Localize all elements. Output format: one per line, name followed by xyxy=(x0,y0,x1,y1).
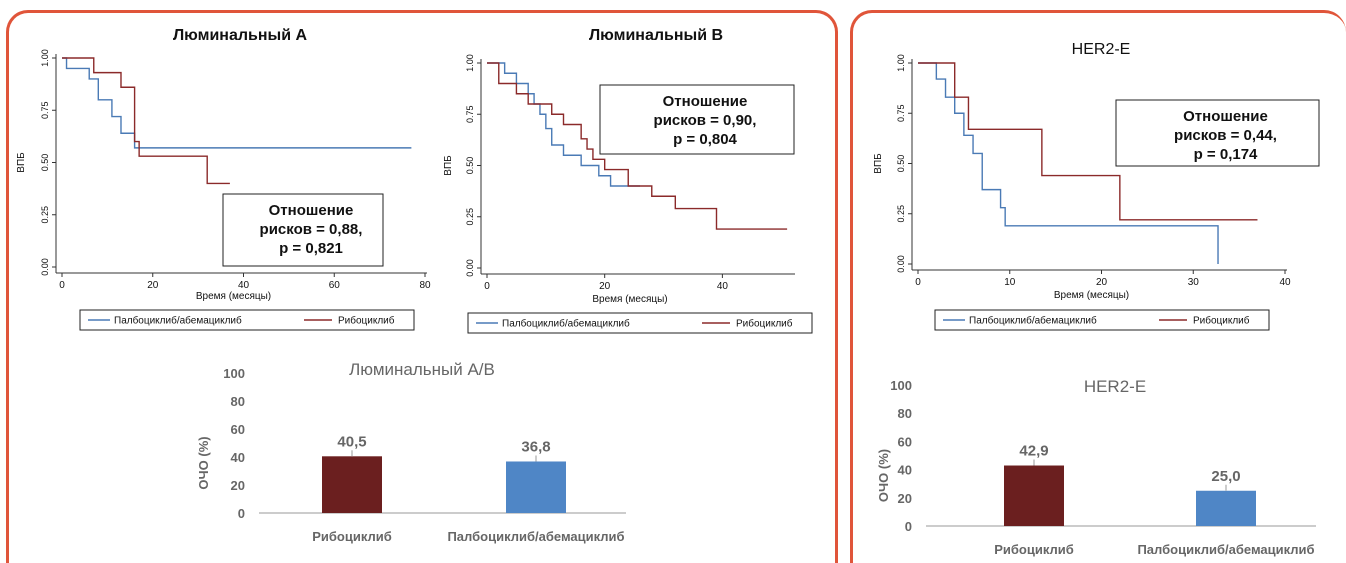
y-tick-label: 0.75 xyxy=(896,104,906,122)
category-label: Рибоциклиб xyxy=(312,529,392,544)
x-tick-label: 10 xyxy=(1004,277,1016,288)
hazard-ratio-box xyxy=(599,84,795,155)
x-tick-label: 40 xyxy=(238,280,250,291)
hazard-ratio-box xyxy=(1115,99,1320,167)
hazard-ratio-text: рисков = 0,90, xyxy=(654,112,757,129)
y-axis-label: ВПБ xyxy=(443,155,454,176)
y-tick-label: 40 xyxy=(898,463,912,478)
hazard-ratio-text: p = 0,821 xyxy=(279,240,343,257)
bar-value-label: 25,0 xyxy=(1211,468,1240,485)
y-tick-label: 80 xyxy=(231,394,245,409)
y-axis-label: ОЧО (%) xyxy=(876,449,891,502)
y-tick-label: 0 xyxy=(238,506,245,521)
legend-label-ribociclib: Рибоциклиб xyxy=(1193,315,1250,327)
y-tick-label: 1.00 xyxy=(465,54,475,72)
km-curve-palbociclib xyxy=(487,62,640,187)
category-label: Палбоциклиб/абемациклиб xyxy=(1137,542,1314,557)
bar-value-label: 40,5 xyxy=(337,433,366,450)
legend-box xyxy=(934,309,1270,331)
y-tick-label: 60 xyxy=(231,422,245,437)
km-curve-ribociclib xyxy=(62,57,230,185)
category-label: Палбоциклиб/абемациклиб xyxy=(447,529,624,544)
legend-box xyxy=(467,312,813,334)
y-tick-label: 0.25 xyxy=(40,206,50,224)
y-tick-label: 20 xyxy=(898,491,912,506)
x-tick-label: 20 xyxy=(1096,277,1108,288)
chart-title: Люминальный А xyxy=(173,27,308,44)
bar xyxy=(506,461,566,513)
x-axis-label: Время (месяцы) xyxy=(592,294,667,305)
y-tick-label: 0.25 xyxy=(896,205,906,223)
x-axis-label: Время (месяцы) xyxy=(1054,290,1129,301)
x-tick-label: 0 xyxy=(915,277,921,288)
y-tick-label: 0.00 xyxy=(465,259,475,277)
bar xyxy=(322,456,382,513)
x-tick-label: 80 xyxy=(419,280,431,291)
y-tick-label: 0.00 xyxy=(40,258,50,276)
legend-box xyxy=(79,309,415,331)
hazard-ratio-text: Отношение xyxy=(269,202,354,219)
x-tick-label: 20 xyxy=(147,280,159,291)
km-curve-palbociclib xyxy=(918,62,1219,264)
y-axis-label: ВПБ xyxy=(16,152,27,173)
x-tick-label: 0 xyxy=(59,280,65,291)
y-tick-label: 0 xyxy=(905,519,912,534)
y-tick-label: 1.00 xyxy=(896,54,906,72)
legend-label-palbociclib: Палбоциклиб/абемациклиб xyxy=(969,315,1097,327)
hazard-ratio-box xyxy=(222,193,384,267)
hazard-ratio-text: p = 0,174 xyxy=(1194,146,1258,163)
x-tick-label: 60 xyxy=(329,280,341,291)
km-curve-ribociclib xyxy=(487,62,788,230)
hazard-ratio-text: p = 0,804 xyxy=(673,131,737,148)
bar xyxy=(1196,490,1256,526)
y-tick-label: 100 xyxy=(890,378,912,393)
y-tick-label: 40 xyxy=(231,450,245,465)
legend-label-palbociclib: Палбоциклиб/абемациклиб xyxy=(502,318,630,330)
y-tick-label: 20 xyxy=(231,478,245,493)
hazard-ratio-text: рисков = 0,44, xyxy=(1174,127,1277,144)
chart-title: HER2-E xyxy=(1072,41,1131,58)
x-tick-label: 40 xyxy=(717,281,729,292)
y-tick-label: 0.00 xyxy=(896,255,906,273)
legend-label-ribociclib: Рибоциклиб xyxy=(736,318,793,330)
bar xyxy=(1004,465,1064,526)
y-axis-label: ОЧО (%) xyxy=(196,436,211,489)
y-tick-label: 0.50 xyxy=(896,155,906,173)
y-tick-label: 0.50 xyxy=(40,154,50,172)
hazard-ratio-text: рисков = 0,88, xyxy=(260,221,363,238)
hazard-ratio-text: Отношение xyxy=(663,93,748,110)
y-tick-label: 0.25 xyxy=(465,208,475,226)
y-tick-label: 80 xyxy=(898,406,912,421)
x-tick-label: 0 xyxy=(484,281,490,292)
bar-value-label: 36,8 xyxy=(521,438,550,455)
x-tick-label: 20 xyxy=(599,281,611,292)
km-curve-palbociclib xyxy=(62,57,412,149)
legend-label-ribociclib: Рибоциклиб xyxy=(338,315,395,327)
chart-title: Люминальный В xyxy=(589,27,723,44)
x-tick-label: 40 xyxy=(1279,277,1291,288)
x-tick-label: 30 xyxy=(1188,277,1200,288)
y-tick-label: 1.00 xyxy=(40,49,50,67)
km-curve-ribociclib xyxy=(918,62,1258,221)
y-tick-label: 0.75 xyxy=(40,101,50,119)
x-axis-label: Время (месяцы) xyxy=(196,291,271,302)
y-tick-label: 60 xyxy=(898,434,912,449)
chart-title: Люминальный А/В xyxy=(349,360,495,379)
y-tick-label: 0.75 xyxy=(465,105,475,123)
category-label: Рибоциклиб xyxy=(994,542,1074,557)
chart-title: HER2-E xyxy=(1084,377,1146,396)
legend-label-palbociclib: Палбоциклиб/абемациклиб xyxy=(114,315,242,327)
bar-value-label: 42,9 xyxy=(1019,443,1048,460)
y-tick-label: 100 xyxy=(223,366,245,381)
y-tick-label: 0.50 xyxy=(465,157,475,175)
y-axis-label: ВПБ xyxy=(873,153,884,174)
hazard-ratio-text: Отношение xyxy=(1183,108,1268,125)
